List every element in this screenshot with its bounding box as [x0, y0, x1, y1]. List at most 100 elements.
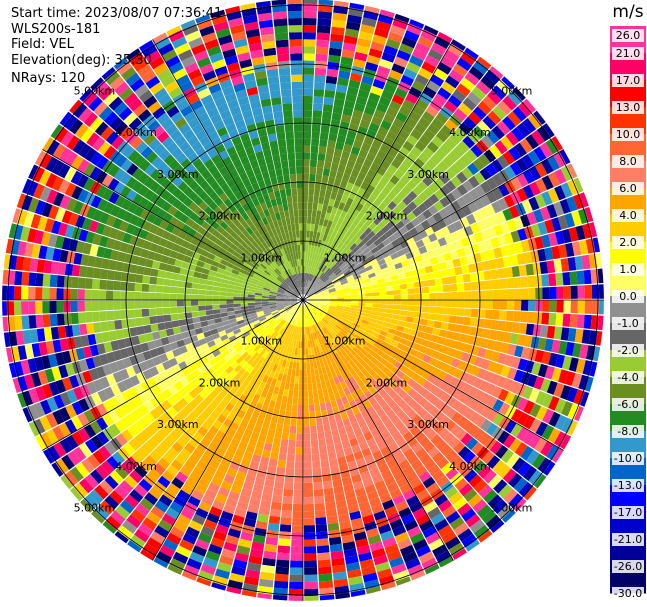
ppi-gate — [207, 107, 220, 119]
ppi-gate — [311, 124, 321, 133]
ppi-gate — [247, 300, 255, 303]
ppi-gate — [328, 213, 336, 222]
ppi-gate — [203, 557, 218, 569]
ppi-gate — [295, 440, 303, 448]
ppi-gate — [460, 51, 477, 66]
ppi-gate — [380, 120, 392, 131]
ppi-gate — [157, 457, 171, 470]
ppi-gate — [195, 415, 206, 426]
ppi-gate — [87, 454, 101, 469]
ppi-gate — [353, 450, 364, 461]
ppi-gate — [389, 556, 405, 568]
ppi-gate — [291, 347, 296, 355]
ppi-gate — [314, 74, 326, 83]
ppi-gate — [565, 341, 575, 356]
ppi-gate — [83, 424, 97, 439]
ppi-gate — [418, 397, 429, 408]
ppi-gate — [154, 36, 171, 50]
ppi-gate — [348, 376, 357, 385]
ppi-gate — [254, 302, 262, 306]
ppi-gate — [260, 499, 272, 509]
ppi-gate — [306, 304, 312, 311]
ppi-gate — [351, 184, 360, 194]
ppi-gate — [402, 99, 415, 111]
ppi-gate — [397, 356, 407, 365]
ppi-gate — [502, 468, 517, 484]
ppi-gate — [173, 520, 188, 533]
ppi-gate — [184, 383, 194, 393]
ppi-gate — [185, 30, 201, 43]
ppi-gate — [243, 517, 257, 528]
ppi-gate — [35, 273, 44, 287]
ppi-gate — [254, 188, 263, 198]
ppi-gate — [267, 465, 277, 474]
ppi-gate — [327, 311, 335, 316]
ppi-gate — [350, 305, 359, 309]
ppi-gate — [178, 387, 189, 398]
ppi-gate — [321, 366, 327, 374]
ppi-gate — [270, 198, 278, 207]
ppi-gate — [108, 191, 120, 205]
ppi-gate — [303, 32, 316, 40]
ppi-gate — [271, 228, 278, 237]
ppi-gate — [71, 155, 84, 170]
ppi-gate — [386, 332, 395, 340]
ppi-gate — [288, 389, 294, 398]
ppi-gate — [303, 461, 312, 469]
ppi-gate — [325, 341, 331, 350]
ppi-gate — [304, 265, 307, 273]
ppi-gate — [222, 48, 237, 59]
ppi-gate — [203, 348, 213, 357]
ppi-gate — [68, 375, 80, 389]
ppi-gate — [277, 318, 284, 325]
ppi-gate — [162, 285, 171, 293]
ppi-gate — [216, 126, 228, 137]
ppi-gate — [172, 326, 181, 335]
ppi-gate — [263, 310, 272, 315]
ppi-gate — [145, 388, 156, 400]
ppi-gate — [488, 474, 503, 489]
ppi-gate — [478, 300, 486, 309]
ppi-gate — [106, 351, 116, 364]
ppi-gate — [263, 285, 271, 290]
ppi-gate — [388, 344, 397, 353]
ppi-gate — [265, 536, 278, 546]
ppi-gate — [344, 28, 359, 38]
ppi-gate — [316, 545, 330, 554]
ppi-gate — [503, 488, 518, 504]
ppi-gate — [113, 280, 121, 291]
ppi-gate — [367, 534, 382, 545]
ppi-gate — [344, 424, 354, 434]
ppi-gate — [203, 230, 212, 239]
ppi-gate — [303, 305, 306, 313]
ppi-gate — [410, 128, 423, 141]
ppi-gate — [133, 58, 149, 72]
ppi-gate — [223, 324, 232, 330]
ppi-gate — [135, 237, 146, 248]
ppi-gate — [257, 235, 265, 244]
ppi-gate — [362, 356, 371, 364]
ppi-gate — [183, 403, 194, 415]
ppi-gate — [17, 345, 28, 361]
ppi-gate — [240, 531, 254, 542]
ppi-gate — [451, 399, 463, 411]
ppi-gate — [334, 239, 341, 248]
ppi-gate — [325, 235, 332, 243]
ppi-gate — [234, 400, 244, 410]
ppi-gate — [126, 411, 138, 425]
ppi-gate — [391, 563, 407, 575]
ppi-gate — [343, 306, 351, 310]
ppi-gate — [231, 136, 242, 146]
ppi-gate — [333, 313, 341, 319]
ppi-gate — [270, 272, 278, 279]
ppi-gate — [528, 469, 543, 486]
ppi-gate — [440, 55, 456, 69]
ppi-gate — [317, 225, 323, 233]
ppi-gate — [13, 301, 22, 316]
ppi-gate — [372, 303, 380, 308]
ppi-gate — [290, 296, 298, 299]
ppi-gate — [439, 415, 451, 427]
ppi-gate — [480, 75, 496, 90]
ppi-gate — [296, 280, 300, 288]
